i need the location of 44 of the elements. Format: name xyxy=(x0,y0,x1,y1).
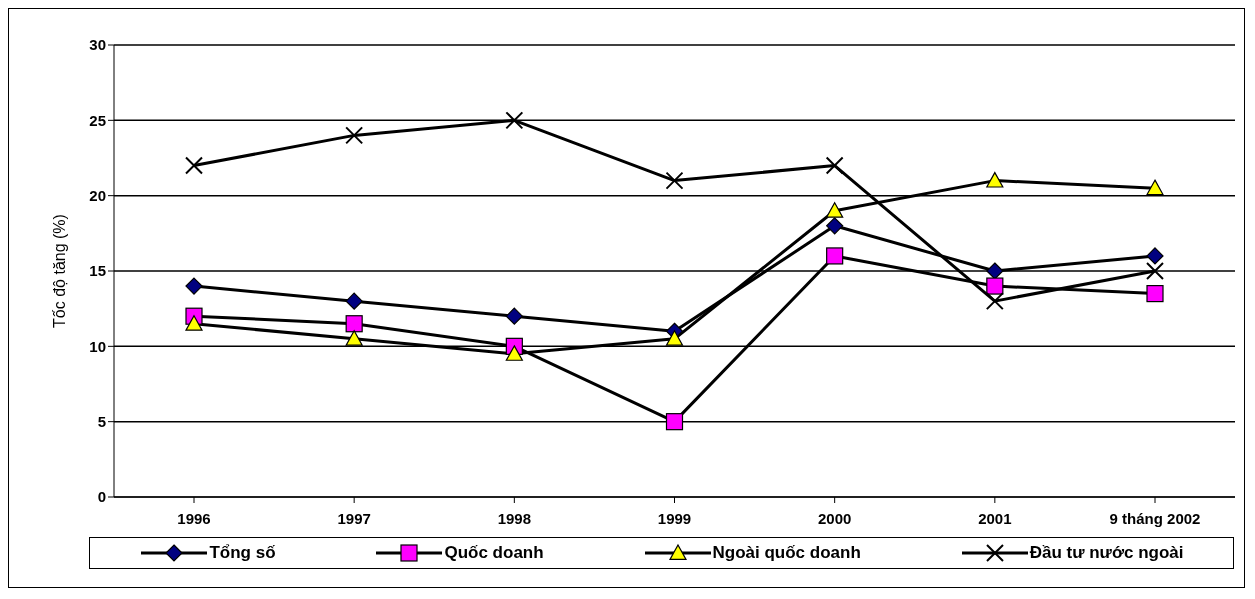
legend-label: Đầu tư nước ngoài xyxy=(1029,543,1184,563)
x-tick-label: 1997 xyxy=(337,509,371,527)
y-tick-label: 20 xyxy=(89,186,106,204)
point xyxy=(826,202,844,218)
point xyxy=(345,330,363,346)
x-tick-label: 2001 xyxy=(978,509,1012,527)
legend-label: Tổng số xyxy=(209,543,276,563)
point xyxy=(505,111,524,130)
point xyxy=(345,292,363,310)
y-tick-label: 0 xyxy=(97,488,106,506)
point xyxy=(345,126,364,145)
y-tick-label: 15 xyxy=(89,262,106,280)
point xyxy=(986,262,1004,280)
point xyxy=(185,277,203,295)
point xyxy=(185,156,203,175)
point xyxy=(505,307,523,325)
point xyxy=(825,156,844,175)
legend-label: Quốc doanh xyxy=(444,543,544,563)
point xyxy=(185,315,203,331)
x-tick-label: 2000 xyxy=(817,509,852,527)
point xyxy=(345,315,363,333)
point xyxy=(1146,179,1164,196)
point xyxy=(665,171,684,190)
point xyxy=(505,345,523,361)
x-tick-label: 1998 xyxy=(497,509,532,527)
point xyxy=(985,292,1004,311)
point xyxy=(665,413,684,431)
x-tick-label: 1999 xyxy=(657,509,692,527)
y-axis-title: Tốc độ tăng (%) xyxy=(50,214,68,328)
y-tick-label: 5 xyxy=(97,412,106,430)
point xyxy=(826,217,844,235)
y-tick-label: 10 xyxy=(89,337,106,355)
point xyxy=(1146,262,1164,280)
point xyxy=(826,247,844,265)
x-tick-label: 9 tháng 2002 xyxy=(1109,509,1201,527)
point xyxy=(986,277,1004,295)
y-tick-label: 25 xyxy=(89,111,106,129)
legend-label: Ngoài quốc doanh xyxy=(712,543,861,563)
y-tick-label: 30 xyxy=(89,36,106,54)
point xyxy=(665,330,684,346)
point xyxy=(986,172,1004,188)
x-tick-label: 1996 xyxy=(177,509,211,527)
point xyxy=(1146,247,1164,265)
point xyxy=(1146,285,1164,303)
